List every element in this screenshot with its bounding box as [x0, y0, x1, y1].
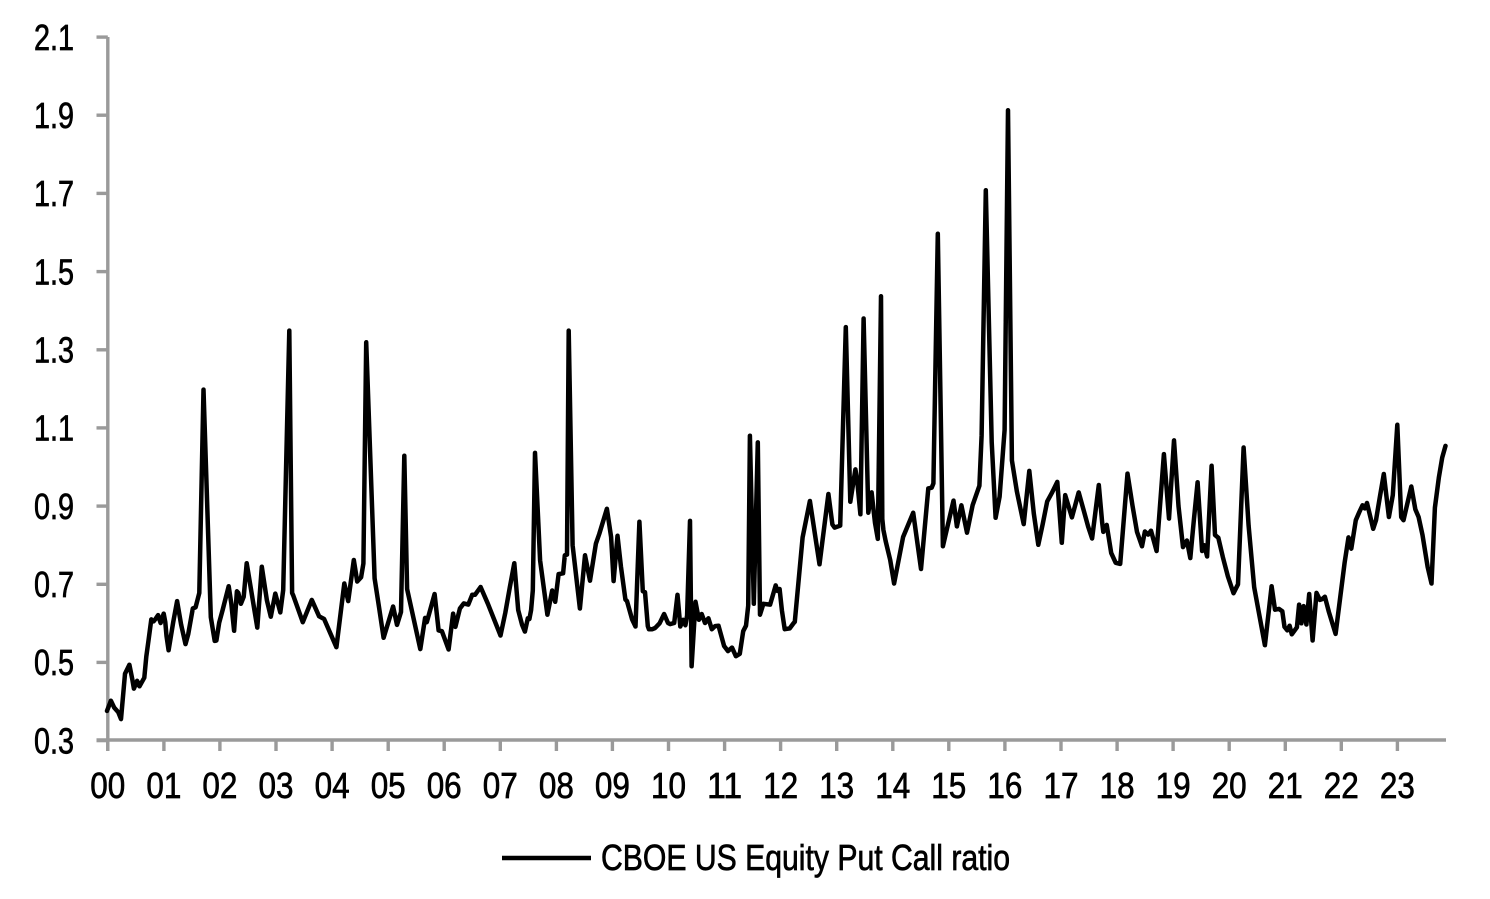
svg-text:20: 20 — [1212, 765, 1247, 806]
svg-text:0.3: 0.3 — [34, 720, 74, 761]
svg-text:15: 15 — [931, 765, 966, 806]
svg-text:0.7: 0.7 — [34, 564, 74, 605]
svg-text:16: 16 — [987, 765, 1022, 806]
svg-text:22: 22 — [1324, 765, 1359, 806]
svg-text:1.3: 1.3 — [34, 330, 74, 371]
svg-text:04: 04 — [315, 765, 350, 806]
svg-text:19: 19 — [1156, 765, 1191, 806]
svg-text:23: 23 — [1380, 765, 1415, 806]
svg-text:2.1: 2.1 — [34, 17, 74, 58]
svg-text:1.7: 1.7 — [34, 173, 74, 214]
svg-text:07: 07 — [483, 765, 518, 806]
svg-text:06: 06 — [427, 765, 462, 806]
svg-text:11: 11 — [707, 765, 742, 806]
svg-text:0.9: 0.9 — [34, 486, 74, 527]
svg-text:1.9: 1.9 — [34, 95, 74, 136]
svg-text:08: 08 — [539, 765, 574, 806]
svg-text:1.5: 1.5 — [34, 251, 74, 292]
svg-text:0.5: 0.5 — [34, 642, 74, 683]
svg-text:1.1: 1.1 — [34, 408, 74, 449]
svg-text:12: 12 — [763, 765, 798, 806]
svg-text:05: 05 — [371, 765, 406, 806]
svg-text:CBOE US Equity Put Call ratio: CBOE US Equity Put Call ratio — [601, 837, 1010, 878]
svg-text:21: 21 — [1268, 765, 1303, 806]
svg-text:10: 10 — [651, 765, 686, 806]
svg-text:01: 01 — [146, 765, 181, 806]
svg-text:14: 14 — [875, 765, 910, 806]
svg-text:00: 00 — [90, 765, 125, 806]
svg-text:02: 02 — [202, 765, 237, 806]
svg-text:18: 18 — [1100, 765, 1135, 806]
svg-text:13: 13 — [819, 765, 854, 806]
svg-text:09: 09 — [595, 765, 630, 806]
svg-text:03: 03 — [259, 765, 294, 806]
svg-text:17: 17 — [1044, 765, 1079, 806]
